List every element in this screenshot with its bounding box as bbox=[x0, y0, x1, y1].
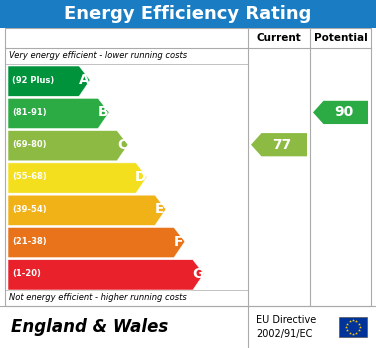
Text: 77: 77 bbox=[273, 138, 292, 152]
Text: G: G bbox=[192, 267, 203, 281]
Text: (69-80): (69-80) bbox=[12, 140, 47, 149]
Bar bbox=[0, 0, 376, 28]
Text: E: E bbox=[155, 202, 165, 216]
Polygon shape bbox=[8, 66, 90, 96]
Text: D: D bbox=[135, 170, 147, 184]
Text: (55-68): (55-68) bbox=[12, 173, 47, 182]
Text: (21-38): (21-38) bbox=[12, 237, 47, 246]
Text: (81-91): (81-91) bbox=[12, 108, 47, 117]
Text: (1-20): (1-20) bbox=[12, 269, 41, 278]
Text: Energy Efficiency Rating: Energy Efficiency Rating bbox=[64, 5, 312, 23]
Polygon shape bbox=[8, 163, 147, 193]
Text: C: C bbox=[117, 138, 127, 152]
Text: A: A bbox=[79, 73, 89, 87]
Text: Not energy efficient - higher running costs: Not energy efficient - higher running co… bbox=[9, 293, 187, 302]
Text: F: F bbox=[174, 235, 183, 248]
Text: Potential: Potential bbox=[314, 33, 367, 43]
Polygon shape bbox=[8, 228, 185, 258]
Bar bbox=[5, 28, 371, 306]
Text: (92 Plus): (92 Plus) bbox=[12, 76, 54, 85]
Text: 2002/91/EC: 2002/91/EC bbox=[256, 329, 312, 339]
Polygon shape bbox=[251, 133, 307, 156]
Text: Current: Current bbox=[257, 33, 302, 43]
Text: Very energy efficient - lower running costs: Very energy efficient - lower running co… bbox=[9, 52, 187, 61]
Text: 90: 90 bbox=[334, 105, 353, 119]
Polygon shape bbox=[8, 195, 166, 226]
Polygon shape bbox=[8, 98, 109, 128]
Polygon shape bbox=[8, 130, 128, 161]
Text: England & Wales: England & Wales bbox=[11, 318, 168, 336]
Text: (39-54): (39-54) bbox=[12, 205, 47, 214]
Bar bbox=[339, 317, 367, 337]
Text: B: B bbox=[98, 105, 108, 119]
Text: EU Directive: EU Directive bbox=[256, 315, 316, 325]
Polygon shape bbox=[313, 101, 368, 124]
Polygon shape bbox=[8, 260, 204, 290]
